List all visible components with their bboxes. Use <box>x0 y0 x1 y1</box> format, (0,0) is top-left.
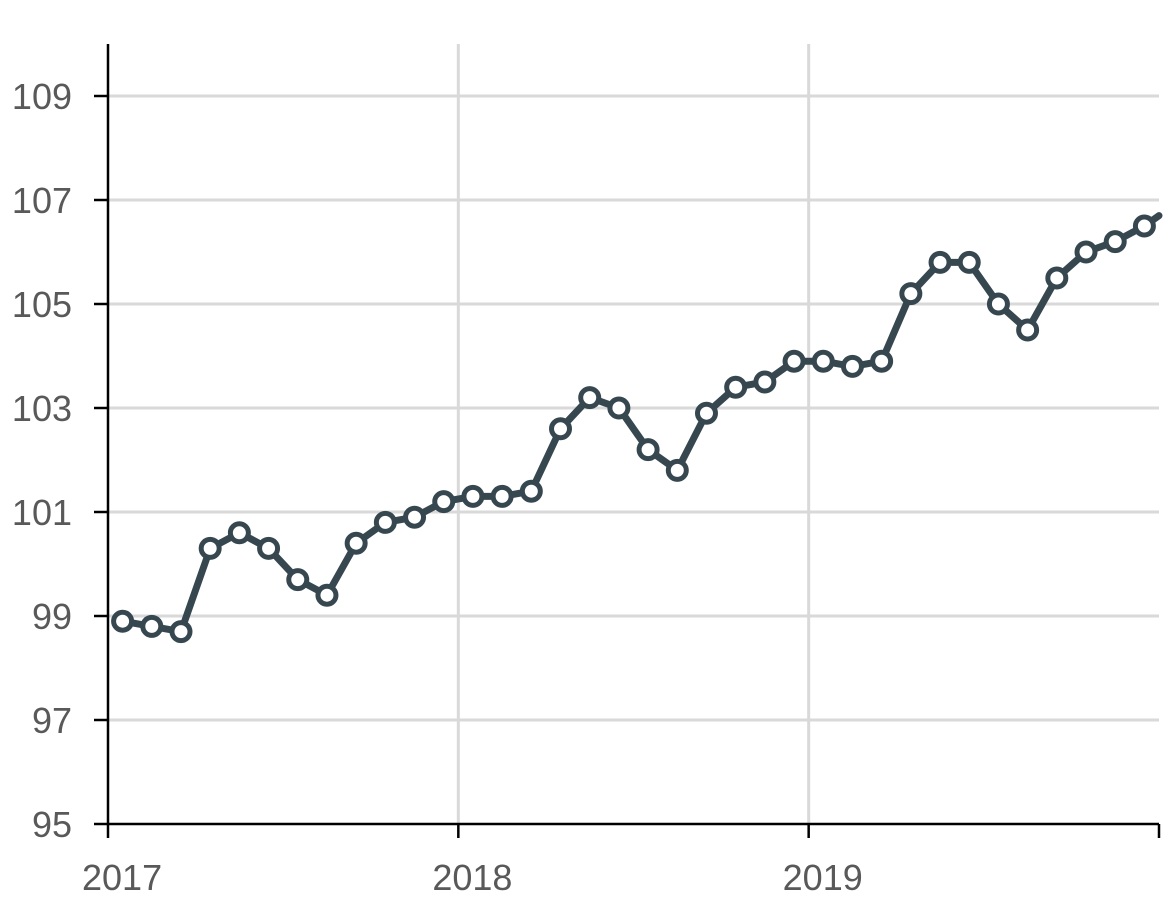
y-tick-label: 95 <box>32 804 72 845</box>
data-point <box>665 458 689 482</box>
data-point <box>1045 266 1069 290</box>
data-point <box>694 401 718 425</box>
axes <box>94 44 1161 838</box>
data-point <box>432 490 456 514</box>
data-point <box>286 568 310 592</box>
y-tick-label: 99 <box>32 596 72 637</box>
data-point <box>373 510 397 534</box>
data-point <box>928 250 952 274</box>
data-point <box>344 531 368 555</box>
y-tick-label: 105 <box>12 284 72 325</box>
y-tick-label: 97 <box>32 700 72 741</box>
data-point <box>490 484 514 508</box>
data-point <box>811 349 835 373</box>
data-point <box>986 292 1010 316</box>
data-point <box>870 349 894 373</box>
x-tick-label: 2019 <box>783 857 863 898</box>
x-axis-tick-labels: 2017 2018 2019 <box>82 857 863 898</box>
data-point <box>198 536 222 560</box>
x-tick-label: 2017 <box>82 857 162 898</box>
data-point <box>1103 230 1127 254</box>
data-point <box>1074 240 1098 264</box>
data-point <box>1132 214 1156 238</box>
plot-area <box>111 212 1163 644</box>
data-point <box>169 620 193 644</box>
series-line <box>119 212 1163 636</box>
x-tick-label: 2018 <box>432 857 512 898</box>
y-tick-label: 103 <box>12 388 72 429</box>
data-point <box>111 609 135 633</box>
data-point <box>753 370 777 394</box>
data-point <box>227 521 251 545</box>
data-point <box>957 250 981 274</box>
y-tick-label: 107 <box>12 180 72 221</box>
y-axis-tick-labels: 95 97 99 101 103 105 107 109 <box>12 76 72 845</box>
data-point <box>607 396 631 420</box>
data-point <box>636 438 660 462</box>
grid-lines <box>108 44 1159 824</box>
data-point <box>461 484 485 508</box>
data-point <box>782 349 806 373</box>
data-point <box>899 282 923 306</box>
y-tick-label: 101 <box>12 492 72 533</box>
data-point <box>315 583 339 607</box>
data-point <box>140 614 164 638</box>
data-point <box>578 386 602 410</box>
data-point <box>840 354 864 378</box>
data-point <box>519 479 543 503</box>
data-point <box>403 505 427 529</box>
y-tick-label: 109 <box>12 76 72 117</box>
data-point <box>549 417 573 441</box>
data-point <box>724 375 748 399</box>
data-point <box>257 536 281 560</box>
data-point <box>1016 318 1040 342</box>
